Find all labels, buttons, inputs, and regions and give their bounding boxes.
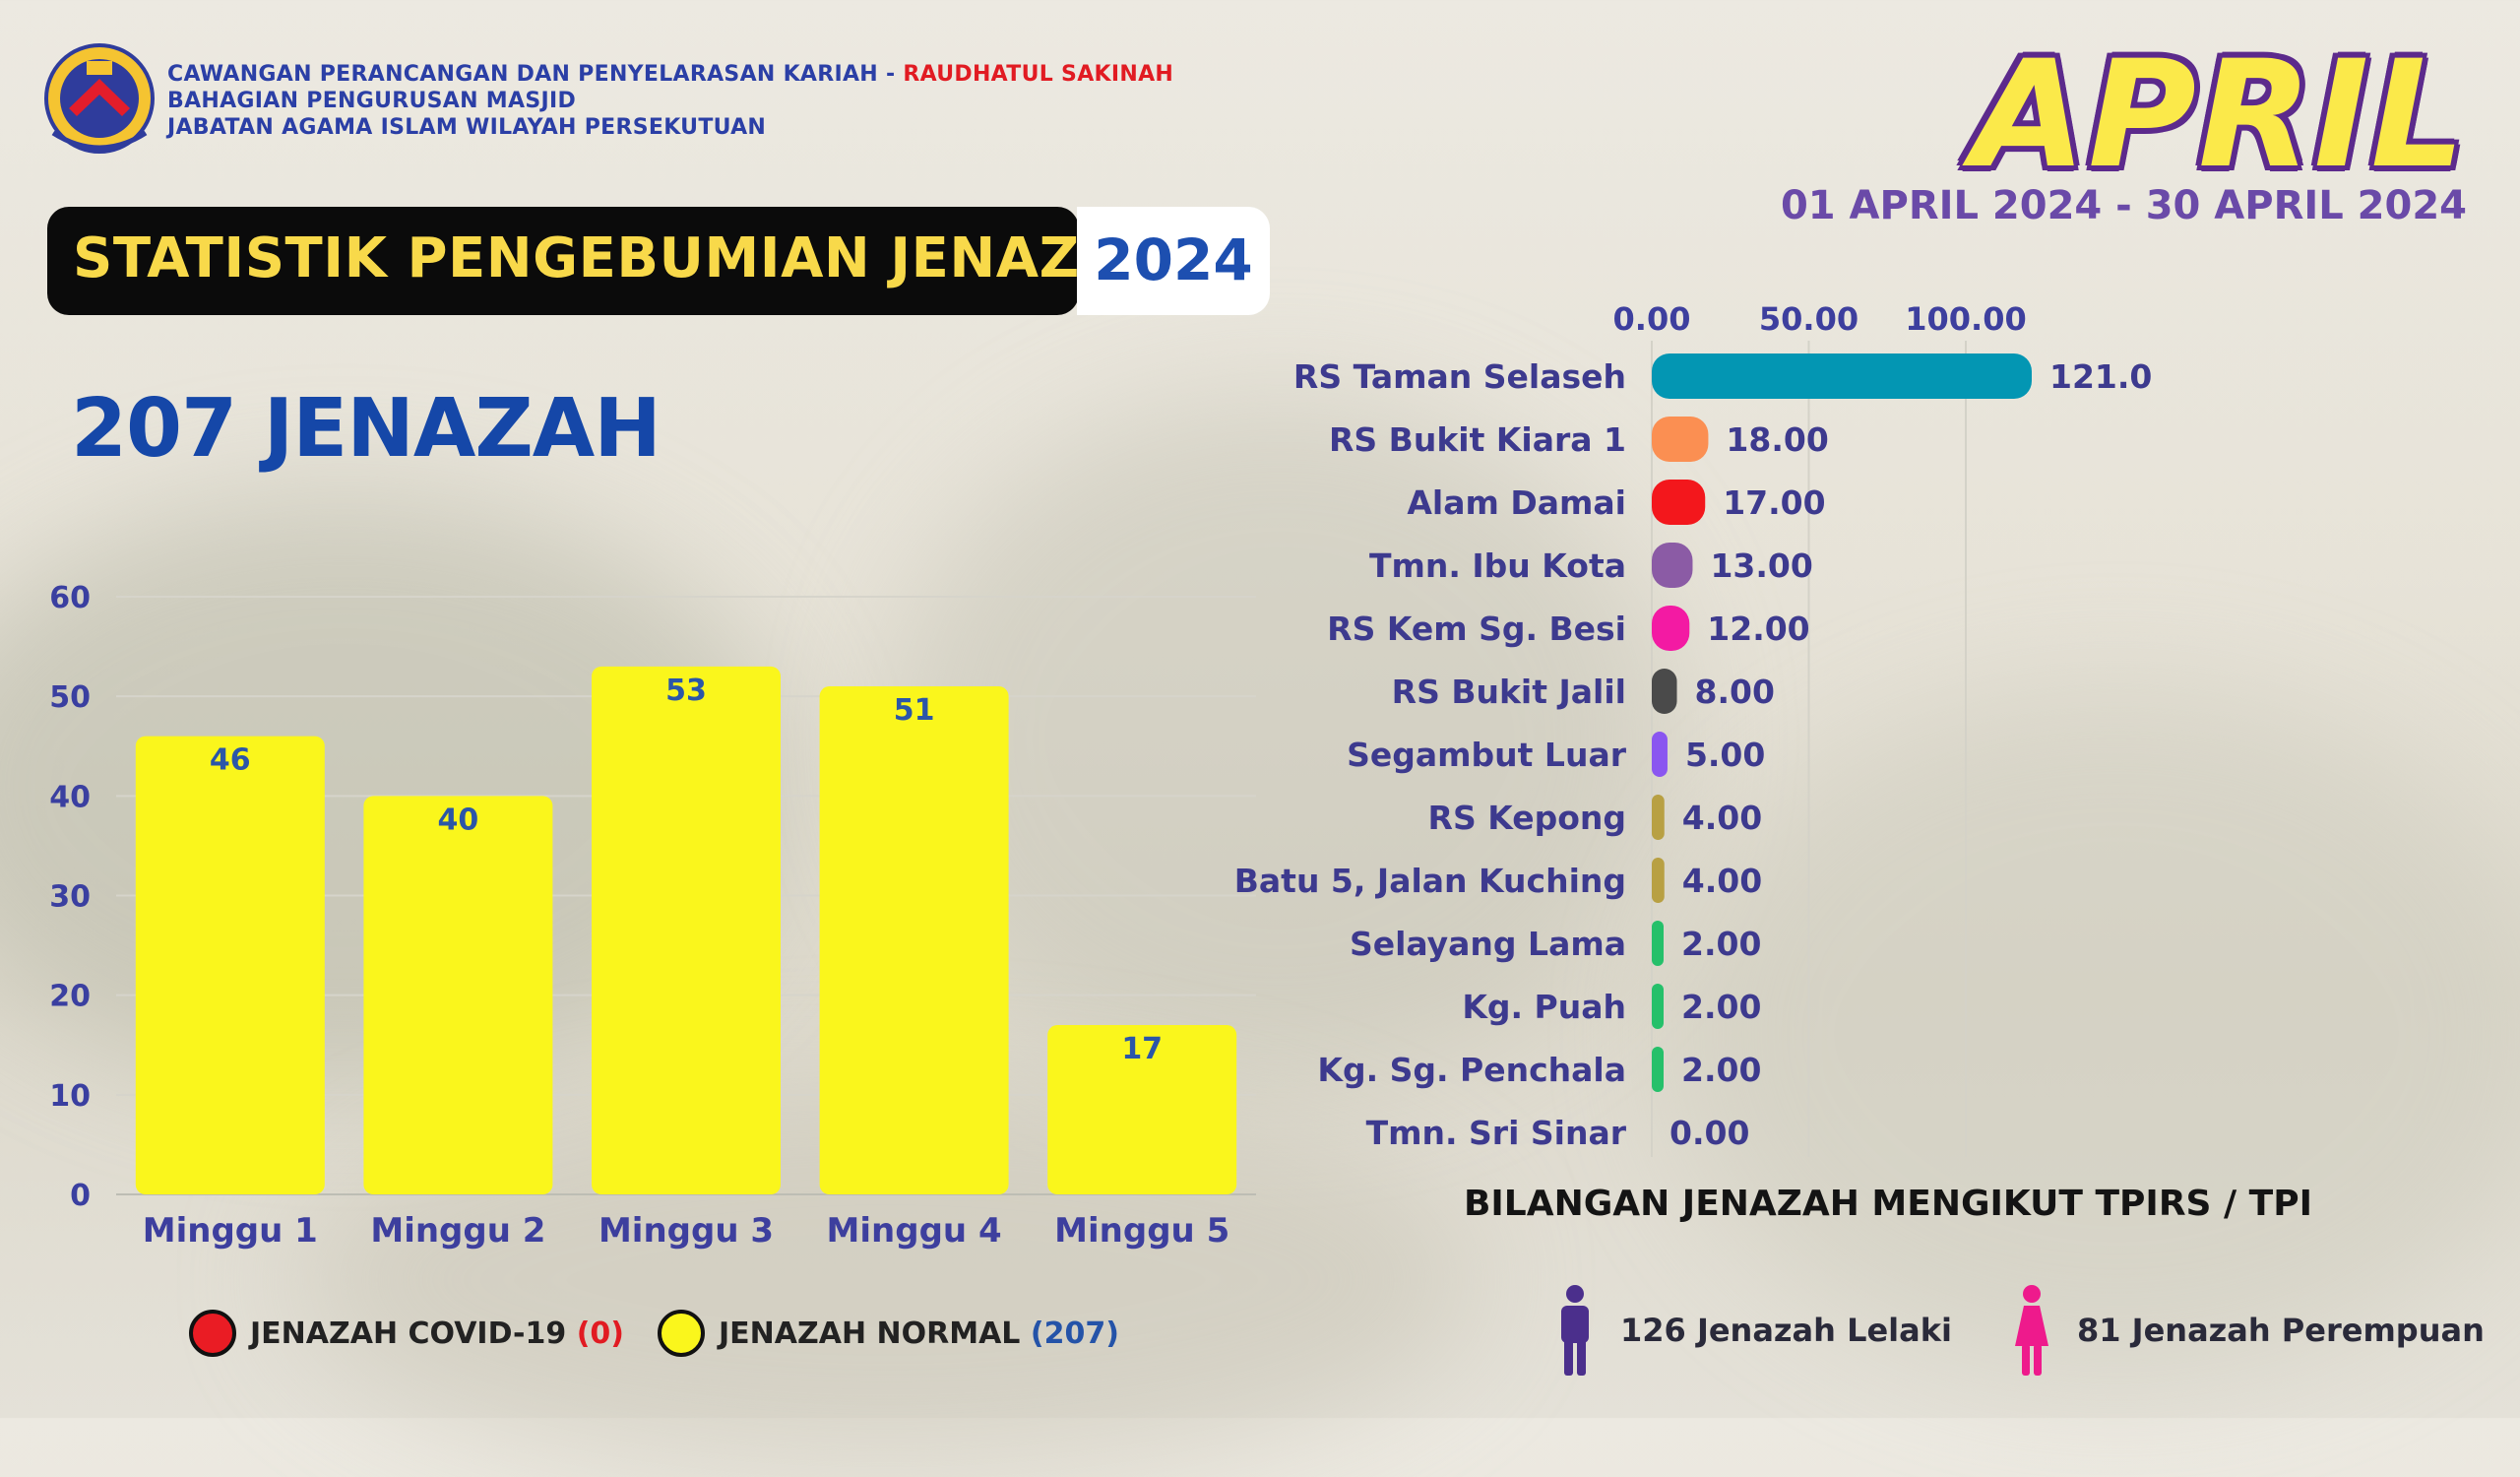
site-bar-value-label: 2.00 bbox=[1681, 1051, 1761, 1089]
covid-dot-icon bbox=[189, 1310, 236, 1357]
weekly-bar bbox=[135, 736, 325, 1194]
gender-male: 126 Jenazah Lelaki bbox=[1555, 1285, 1952, 1376]
weekly-bar bbox=[819, 686, 1009, 1194]
site-category-label: RS Kepong bbox=[1428, 799, 1626, 837]
site-bar-value-label: 2.00 bbox=[1681, 988, 1761, 1026]
site-bar-value-label: 4.00 bbox=[1682, 799, 1762, 837]
site-bar-value-label: 13.00 bbox=[1710, 546, 1812, 585]
site-bar-value-label: 17.00 bbox=[1723, 483, 1825, 522]
header-line-2: BAHAGIAN PENGURUSAN MASJID bbox=[167, 89, 577, 113]
weekly-y-tick-label: 10 bbox=[49, 1079, 91, 1114]
normal-dot-icon bbox=[658, 1310, 705, 1357]
total-count: 207 JENAZAH bbox=[71, 382, 662, 476]
year-banner bbox=[1077, 207, 1270, 315]
jawi-logo-icon bbox=[44, 43, 155, 154]
header-line-3: JABATAN AGAMA ISLAM WILAYAH PERSEKUTUAN bbox=[167, 115, 767, 140]
legend-covid-label: JENAZAH COVID-19 bbox=[250, 1316, 567, 1351]
header-text: CAWANGAN PERANCANGAN DAN PENYELARASAN KA… bbox=[167, 61, 1173, 141]
header-highlight: RAUDHATUL SAKINAH bbox=[903, 62, 1174, 87]
site-category-label: Segambut Luar bbox=[1347, 736, 1627, 774]
site-bar-value-label: 4.00 bbox=[1682, 862, 1762, 900]
site-category-label: Alam Damai bbox=[1407, 483, 1626, 522]
female-count: 81 Jenazah Perempuan bbox=[2077, 1312, 2485, 1349]
site-bar bbox=[1652, 606, 1690, 651]
site-x-tick-label: 0.00 bbox=[1613, 300, 1691, 338]
weekly-y-tick-label: 20 bbox=[49, 980, 91, 1014]
site-category-label: Kg. Sg. Penchala bbox=[1317, 1051, 1626, 1089]
site-category-label: Selayang Lama bbox=[1350, 925, 1626, 963]
site-x-tick-label: 50.00 bbox=[1759, 300, 1858, 338]
site-category-label: RS Bukit Jalil bbox=[1392, 673, 1626, 711]
charts-canvas: 0 10 20 30 40 50 60 46 Minggu 1 40 Minggu 2 53 Mingg… bbox=[49, 300, 2312, 1251]
weekly-x-tick-label: Minggu 2 bbox=[370, 1211, 545, 1251]
weekly-x-tick-label: Minggu 4 bbox=[827, 1211, 1002, 1251]
title-banner bbox=[47, 207, 1079, 315]
weekly-x-tick-label: Minggu 1 bbox=[143, 1211, 318, 1251]
weekly-x-tick-label: Minggu 3 bbox=[598, 1211, 774, 1251]
weekly-y-tick-label: 0 bbox=[70, 1179, 91, 1213]
male-person-icon bbox=[1561, 1285, 1589, 1376]
site-bar bbox=[1652, 669, 1677, 714]
site-bar-value-label: 121.0 bbox=[2049, 357, 2152, 396]
weekly-bar-value-label: 46 bbox=[210, 743, 251, 778]
site-category-label: RS Bukit Kiara 1 bbox=[1329, 420, 1626, 459]
weekly-bar bbox=[1047, 1025, 1237, 1194]
site-category-label: Tmn. Sri Sinar bbox=[1366, 1114, 1627, 1152]
weekly-bar-value-label: 51 bbox=[894, 693, 935, 728]
weekly-y-tick-label: 60 bbox=[49, 581, 91, 615]
site-bar bbox=[1652, 1047, 1664, 1092]
site-category-label: Tmn. Ibu Kota bbox=[1369, 546, 1626, 585]
background-blur bbox=[886, 394, 1673, 1083]
site-x-tick-label: 100.00 bbox=[1905, 300, 2026, 338]
weekly-bar-value-label: 17 bbox=[1121, 1032, 1163, 1066]
site-chart-title: BILANGAN JENAZAH MENGIKUT TPIRS / TPI bbox=[1464, 1184, 2312, 1224]
weekly-bar-value-label: 40 bbox=[438, 803, 479, 837]
site-category-label: RS Kem Sg. Besi bbox=[1327, 610, 1626, 648]
month-title: APRIL bbox=[1972, 30, 2467, 201]
site-bar-value-label: 18.00 bbox=[1726, 420, 1828, 459]
weekly-y-tick-label: 40 bbox=[49, 780, 91, 814]
site-bar-value-label: 2.00 bbox=[1681, 925, 1761, 963]
site-bar bbox=[1652, 480, 1706, 525]
year-label: 2024 bbox=[1094, 226, 1253, 293]
site-bar bbox=[1652, 921, 1664, 966]
site-bar bbox=[1652, 417, 1709, 462]
legend-normal-count: (207) bbox=[1030, 1316, 1119, 1351]
site-category-label: Kg. Puah bbox=[1462, 988, 1626, 1026]
site-category-label: RS Taman Selaseh bbox=[1293, 357, 1626, 396]
site-bar bbox=[1652, 984, 1664, 1029]
legend-normal-label: JENAZAH NORMAL bbox=[719, 1316, 1021, 1351]
legend-covid: JENAZAH COVID-19 (0) bbox=[189, 1310, 624, 1357]
weekly-x-tick-label: Minggu 5 bbox=[1054, 1211, 1229, 1251]
background-blur bbox=[1673, 689, 2520, 1379]
site-bar bbox=[1652, 543, 1693, 588]
site-bar-value-label: 12.00 bbox=[1707, 610, 1809, 648]
site-bar-value-label: 8.00 bbox=[1695, 673, 1775, 711]
site-category-label: Batu 5, Jalan Kuching bbox=[1234, 862, 1626, 900]
male-count: 126 Jenazah Lelaki bbox=[1620, 1312, 1952, 1349]
date-range: 01 APRIL 2024 - 30 APRIL 2024 bbox=[1780, 183, 2467, 228]
weekly-bar-value-label: 53 bbox=[665, 674, 707, 708]
site-bar bbox=[1652, 858, 1665, 903]
weekly-bar bbox=[592, 666, 781, 1194]
female-person-icon bbox=[2015, 1285, 2048, 1376]
gender-female: 81 Jenazah Perempuan bbox=[2012, 1285, 2485, 1376]
weekly-y-tick-label: 30 bbox=[49, 880, 91, 915]
header-line-1: CAWANGAN PERANCANGAN DAN PENYELARASAN KA… bbox=[167, 62, 1174, 87]
site-bar bbox=[1652, 732, 1668, 777]
page-title: STATISTIK PENGEBUMIAN JENAZAH bbox=[73, 226, 1169, 290]
site-bar bbox=[1652, 795, 1665, 840]
site-bar-value-label: 5.00 bbox=[1685, 736, 1765, 774]
legend-normal: JENAZAH NORMAL (207) bbox=[658, 1310, 1119, 1357]
weekly-y-tick-label: 50 bbox=[49, 680, 91, 715]
site-bar bbox=[1652, 353, 2032, 399]
weekly-bar bbox=[363, 796, 553, 1194]
legend-covid-count: (0) bbox=[576, 1316, 625, 1351]
site-bar-value-label: 0.00 bbox=[1670, 1114, 1749, 1152]
